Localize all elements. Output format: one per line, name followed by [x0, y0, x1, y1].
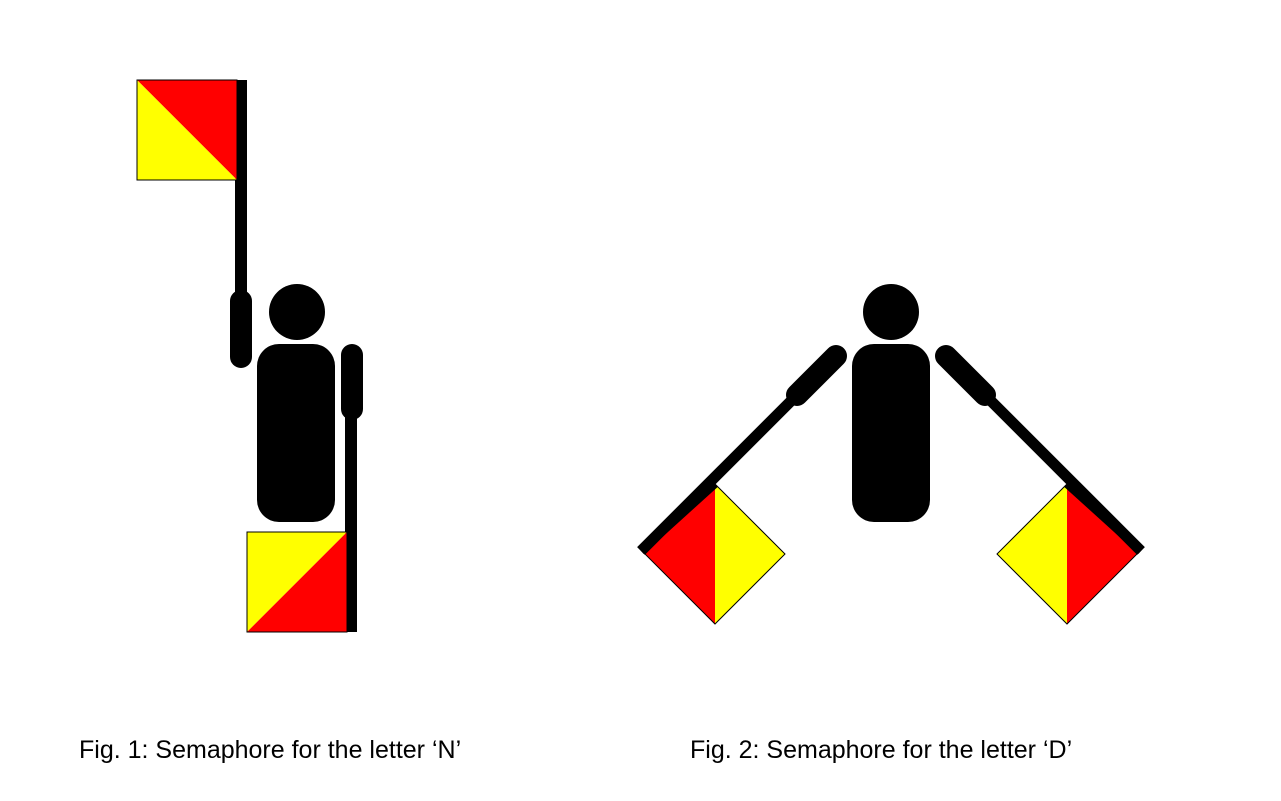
flag-red-half [247, 532, 347, 632]
figure-caption-d: Fig. 2: Semaphore for the letter ‘D’ [690, 736, 1073, 764]
figure-d [637, 284, 1145, 625]
flag-red-half [645, 484, 715, 624]
signaller-torso [852, 344, 930, 522]
flag-lower-n [246, 344, 363, 633]
flag-pole [345, 410, 357, 632]
hand-grip [341, 344, 363, 420]
flag-left-d [637, 345, 847, 625]
flag-upper-n [136, 79, 252, 368]
hand-grip [230, 290, 252, 368]
flag-edge [638, 481, 718, 554]
flag-edge [1064, 481, 1144, 554]
signaller-head [269, 284, 325, 340]
flag-outline [136, 79, 238, 181]
flag-yellow-half [997, 484, 1067, 624]
flag-red-half [1067, 484, 1137, 624]
signaller-torso [257, 344, 335, 522]
figure-caption-n: Fig. 1: Semaphore for the letter ‘N’ [79, 736, 462, 764]
flag-pole [235, 80, 247, 300]
figure-n [136, 79, 363, 633]
flag-yellow-half [137, 80, 237, 180]
signaller-head [863, 284, 919, 340]
flag-right-d [935, 345, 1145, 625]
signaller-n [257, 284, 335, 522]
signaller-d [852, 284, 930, 522]
flag-yellow-half [715, 484, 785, 624]
flag-outline [246, 531, 348, 633]
